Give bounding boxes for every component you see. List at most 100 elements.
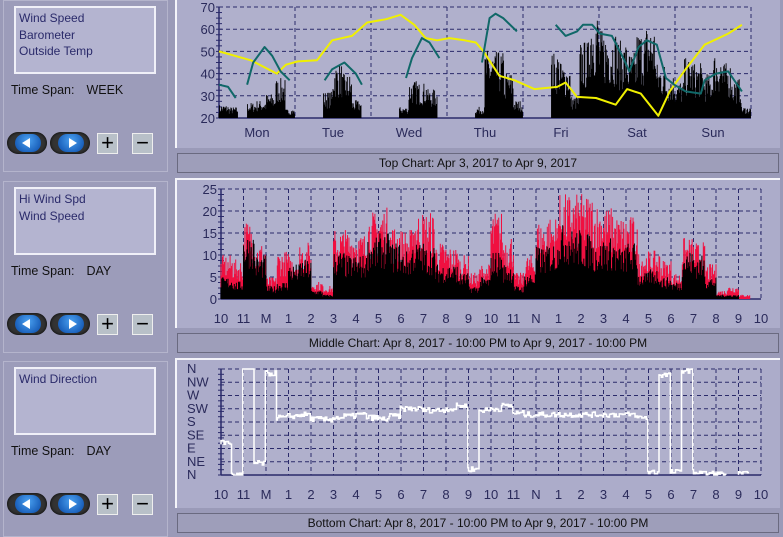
- x-tick-label: N: [531, 487, 540, 502]
- bottom-zoom-out-button[interactable]: −: [132, 493, 153, 515]
- x-tick-label: 2: [577, 311, 584, 326]
- x-tick-label: 10: [754, 311, 768, 326]
- outside-temp-series: [405, 37, 441, 79]
- x-tick-label: 11: [507, 311, 521, 326]
- x-tick-label: 3: [600, 487, 607, 502]
- time-span-value: WEEK: [86, 83, 124, 97]
- time-span: Time Span: DAY: [11, 444, 111, 458]
- middle-legend-box: Hi Wind Spd Wind Speed: [14, 187, 156, 255]
- x-tick-label: 10: [754, 487, 768, 502]
- middle-next-button[interactable]: [50, 313, 90, 335]
- x-tick-label: 4: [622, 311, 629, 326]
- bottom-prev-button[interactable]: [7, 493, 47, 515]
- x-tick-label: N: [531, 311, 540, 326]
- y-tick-label: 40: [201, 67, 215, 82]
- x-tick-label: 10: [484, 487, 498, 502]
- legend-item: Hi Wind Spd: [19, 192, 86, 206]
- wind-speed-series: [220, 225, 739, 299]
- x-tick-label: 6: [667, 311, 674, 326]
- x-tick-label: 7: [690, 311, 697, 326]
- x-tick-label: M: [261, 311, 272, 326]
- middle-zoom-in-button[interactable]: +: [97, 313, 118, 335]
- time-span-value: DAY: [86, 264, 112, 278]
- x-tick-label: 1: [285, 311, 292, 326]
- outside-temp-series: [554, 23, 743, 95]
- y-tick-label: 20: [201, 111, 215, 126]
- x-tick-label: 8: [712, 487, 719, 502]
- time-span-value: DAY: [86, 444, 112, 458]
- x-tick-label: Fri: [553, 125, 568, 140]
- right-arrow-icon: [69, 138, 77, 148]
- x-tick-label: 10: [484, 311, 498, 326]
- top-control-panel: Wind Speed Barometer Outside Temp Time Span…: [3, 0, 168, 172]
- y-tick-label: S: [187, 414, 196, 429]
- x-tick-label: 11: [507, 487, 521, 502]
- x-tick-label: 7: [420, 487, 427, 502]
- x-tick-label: 9: [735, 311, 742, 326]
- top-zoom-out-button[interactable]: −: [132, 132, 153, 154]
- x-tick-label: 4: [352, 311, 359, 326]
- top-prev-button[interactable]: [7, 132, 47, 154]
- top-zoom-in-button[interactable]: +: [97, 132, 118, 154]
- x-tick-label: 7: [690, 487, 697, 502]
- x-tick-label: 5: [375, 487, 382, 502]
- x-tick-label: 4: [352, 487, 359, 502]
- x-tick-label: 5: [645, 311, 652, 326]
- middle-prev-button[interactable]: [7, 313, 47, 335]
- wind-direction-series: [220, 368, 749, 476]
- right-arrow-icon: [69, 499, 77, 509]
- middle-zoom-out-button[interactable]: −: [132, 313, 153, 335]
- x-tick-label: 5: [645, 487, 652, 502]
- y-tick-label: 50: [201, 44, 215, 59]
- x-tick-label: 2: [577, 487, 584, 502]
- y-tick-label: SW: [187, 401, 209, 416]
- middle-chart-caption: Middle Chart: Apr 8, 2017 - 10:00 PM to …: [177, 333, 779, 353]
- x-tick-label: 1: [285, 487, 292, 502]
- top-next-button[interactable]: [50, 132, 90, 154]
- bottom-next-button[interactable]: [50, 493, 90, 515]
- x-tick-label: 8: [712, 311, 719, 326]
- x-tick-label: Sat: [627, 125, 647, 140]
- bottom-zoom-in-button[interactable]: +: [97, 493, 118, 515]
- y-tick-label: 30: [201, 89, 215, 104]
- y-tick-label: 60: [201, 22, 215, 37]
- x-tick-label: Wed: [396, 125, 423, 140]
- y-tick-label: 0: [210, 292, 217, 307]
- legend-item: Wind Speed: [19, 208, 85, 223]
- y-tick-label: 25: [203, 182, 217, 197]
- y-tick-label: N: [187, 361, 196, 376]
- y-tick-label: W: [187, 388, 200, 403]
- x-tick-label: 1: [555, 311, 562, 326]
- y-tick-label: E: [187, 441, 196, 456]
- x-tick-label: 6: [397, 311, 404, 326]
- top-chart-caption: Top Chart: Apr 3, 2017 to Apr 9, 2017: [177, 153, 779, 173]
- bottom-legend-box: Wind Direction: [14, 367, 156, 435]
- left-arrow-icon: [22, 499, 30, 509]
- x-tick-label: 4: [622, 487, 629, 502]
- time-span-label: Time Span:: [11, 264, 75, 278]
- x-tick-label: 11: [237, 311, 251, 326]
- y-tick-label: NE: [187, 454, 205, 469]
- x-tick-label: 6: [667, 487, 674, 502]
- right-arrow-icon: [69, 319, 77, 329]
- x-tick-label: 8: [442, 487, 449, 502]
- outside-temp-series: [246, 46, 291, 85]
- x-tick-label: 10: [214, 311, 228, 326]
- y-tick-label: 70: [201, 0, 215, 15]
- y-tick-label: SE: [187, 427, 205, 442]
- x-tick-label: 8: [442, 311, 449, 326]
- x-tick-label: 9: [465, 487, 472, 502]
- x-tick-label: Tue: [322, 125, 344, 140]
- y-tick-label: 20: [203, 204, 217, 219]
- left-arrow-icon: [22, 319, 30, 329]
- legend-item: Wind Speed: [19, 11, 85, 25]
- middle-control-panel: Hi Wind Spd Wind Speed Time Span: DAY + −: [3, 181, 168, 353]
- time-span-label: Time Span:: [11, 444, 75, 458]
- top-legend-box: Wind Speed Barometer Outside Temp: [14, 6, 156, 74]
- x-tick-label: 9: [735, 487, 742, 502]
- bottom-control-panel: Wind Direction Time Span: DAY + −: [3, 361, 168, 537]
- x-tick-label: 10: [214, 487, 228, 502]
- top-chart: 20 30 40 50 60 70 Mon Tue Wed Thu Fri Sat Sun: [201, 0, 752, 140]
